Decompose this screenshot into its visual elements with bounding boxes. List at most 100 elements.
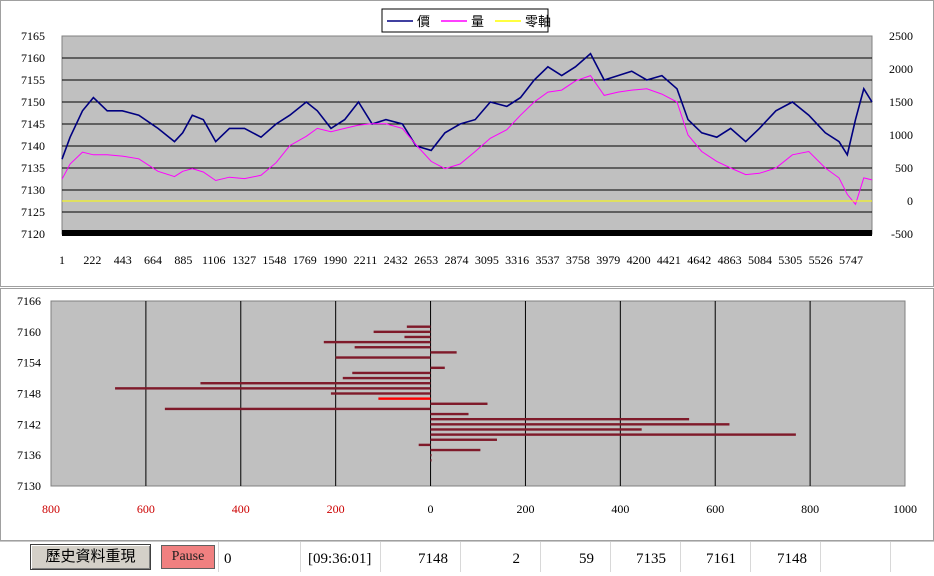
y-left-tick-label: 7125	[21, 205, 45, 219]
y-tick-label: 7136	[17, 448, 41, 462]
history-replay-button[interactable]: 歷史資料重現	[30, 544, 151, 570]
bar	[323, 340, 431, 344]
price-volume-chart-panel: 7165 7160 7155 7150 7145 7140 7135 7130 7125 7120…	[0, 0, 934, 287]
x-tick-label-right: 600	[706, 502, 724, 516]
x-tick-label-left: 400	[232, 502, 250, 516]
price-distribution-chart-panel: 7166 7160 7154 7148 7142 7136 7130 800 600 400 20…	[0, 288, 934, 541]
y-right-tick-label: 2500	[889, 29, 913, 43]
x-tick-label-left: 200	[327, 502, 345, 516]
y-left-tick-label: 7120	[21, 227, 45, 241]
x-tick-label-left: 800	[42, 502, 60, 516]
bar	[430, 433, 796, 436]
x-tick-label: 2653	[414, 253, 438, 267]
y-tick-label: 7160	[17, 325, 41, 339]
x-tick-label-right: 200	[516, 502, 534, 516]
legend-label: 零軸	[525, 14, 551, 29]
status-bar: 歷史資料重現 Pause 0 [09:36:01] 7148 2 59 7135…	[0, 541, 934, 572]
x-tick-label: 4200	[627, 253, 651, 267]
count-value: 59	[579, 551, 594, 567]
x-tick-label: 4642	[687, 253, 711, 267]
x-tick-label: 222	[83, 253, 101, 267]
x-tick-label: 3316	[505, 253, 529, 267]
bar	[354, 346, 431, 349]
x-tick-label: 3979	[596, 253, 620, 267]
bar	[330, 392, 431, 395]
low-value: 7135	[636, 551, 666, 567]
bar	[430, 412, 469, 416]
x-tick-label: 885	[174, 253, 192, 267]
plot-bottom-band	[62, 230, 872, 236]
x-tick-label: 443	[114, 253, 132, 267]
x-tick-label: 1106	[202, 253, 226, 267]
bar	[430, 351, 457, 354]
bar	[342, 376, 431, 380]
bar	[430, 448, 481, 452]
price-distribution-chart: 7166 7160 7154 7148 7142 7136 7130 800 600 400 20…	[17, 294, 917, 516]
legend-label: 量	[471, 14, 484, 29]
plot-area	[61, 35, 873, 235]
series-line	[61, 75, 873, 206]
bar	[200, 382, 431, 385]
y-left-tick-label: 7150	[21, 95, 45, 109]
bar	[335, 356, 431, 359]
y-right-tick-label: 500	[895, 161, 913, 175]
x-tick-label: 1	[59, 253, 65, 267]
x-tick-label: 5084	[748, 253, 772, 267]
y-right-tick-label: -500	[891, 227, 913, 241]
y-left-tick-label: 7130	[21, 183, 45, 197]
y-tick-label: 7142	[17, 417, 41, 431]
x-tick-label: 1548	[262, 253, 286, 267]
y-right-tick-label: 1000	[889, 128, 913, 142]
x-tick-label: 1990	[323, 253, 347, 267]
x-tick-label: 3758	[566, 253, 590, 267]
y-left-tick-label: 7145	[21, 117, 45, 131]
x-tick-label-left: 600	[137, 502, 155, 516]
bar	[164, 407, 431, 411]
x-tick-label: 664	[144, 253, 162, 267]
bar	[418, 443, 431, 447]
time-value: [09:36:01]	[308, 551, 372, 567]
x-tick-label-right: 800	[801, 502, 819, 516]
chart-legend: 價 量 零軸	[381, 8, 551, 33]
y-right-tick-label: 1500	[889, 95, 913, 109]
price-volume-chart: 7165 7160 7155 7150 7145 7140 7135 7130 7125 7120…	[21, 8, 913, 267]
price-value: 7148	[418, 551, 448, 567]
x-tick-label: 2874	[444, 253, 468, 267]
y-tick-label: 7166	[17, 294, 41, 308]
series-line	[61, 52, 873, 160]
x-tick-label: 3537	[536, 253, 560, 267]
x-tick-label-right: 1000	[893, 502, 917, 516]
bar	[430, 417, 690, 421]
y-tick-label: 7130	[17, 479, 41, 493]
bar	[430, 453, 432, 457]
x-tick-label: 4421	[657, 253, 681, 267]
pause-button[interactable]: Pause	[161, 545, 215, 569]
x-tick-label: 5747	[839, 253, 863, 267]
y-right-tick-label: 0	[907, 194, 913, 208]
bar	[430, 459, 432, 462]
x-tick-label: 3095	[475, 253, 499, 267]
x-tick-label: 1769	[293, 253, 317, 267]
x-tick-label: 5526	[809, 253, 833, 267]
x-tick-label-right: 0	[428, 502, 434, 516]
y-tick-label: 7148	[17, 387, 41, 401]
x-tick-label: 2432	[384, 253, 408, 267]
x-tick-label: 2211	[354, 253, 378, 267]
bar	[430, 423, 730, 426]
y-left-tick-label: 7135	[21, 161, 45, 175]
bar-plot-area	[50, 300, 906, 487]
y-tick-label: 7154	[17, 356, 41, 370]
bar	[430, 438, 497, 441]
y-left-tick-label: 7160	[21, 51, 45, 65]
bar	[430, 428, 642, 431]
legend-label: 價	[417, 14, 430, 29]
bar	[430, 402, 488, 405]
last-value: 7148	[777, 551, 807, 567]
y-left-tick-label: 7155	[21, 73, 45, 87]
y-right-tick-label: 2000	[889, 62, 913, 76]
high-value: 7161	[706, 551, 736, 567]
y-left-tick-label: 7165	[21, 29, 45, 43]
x-tick-label-right: 400	[611, 502, 629, 516]
bar	[404, 335, 431, 339]
bar	[373, 330, 431, 334]
